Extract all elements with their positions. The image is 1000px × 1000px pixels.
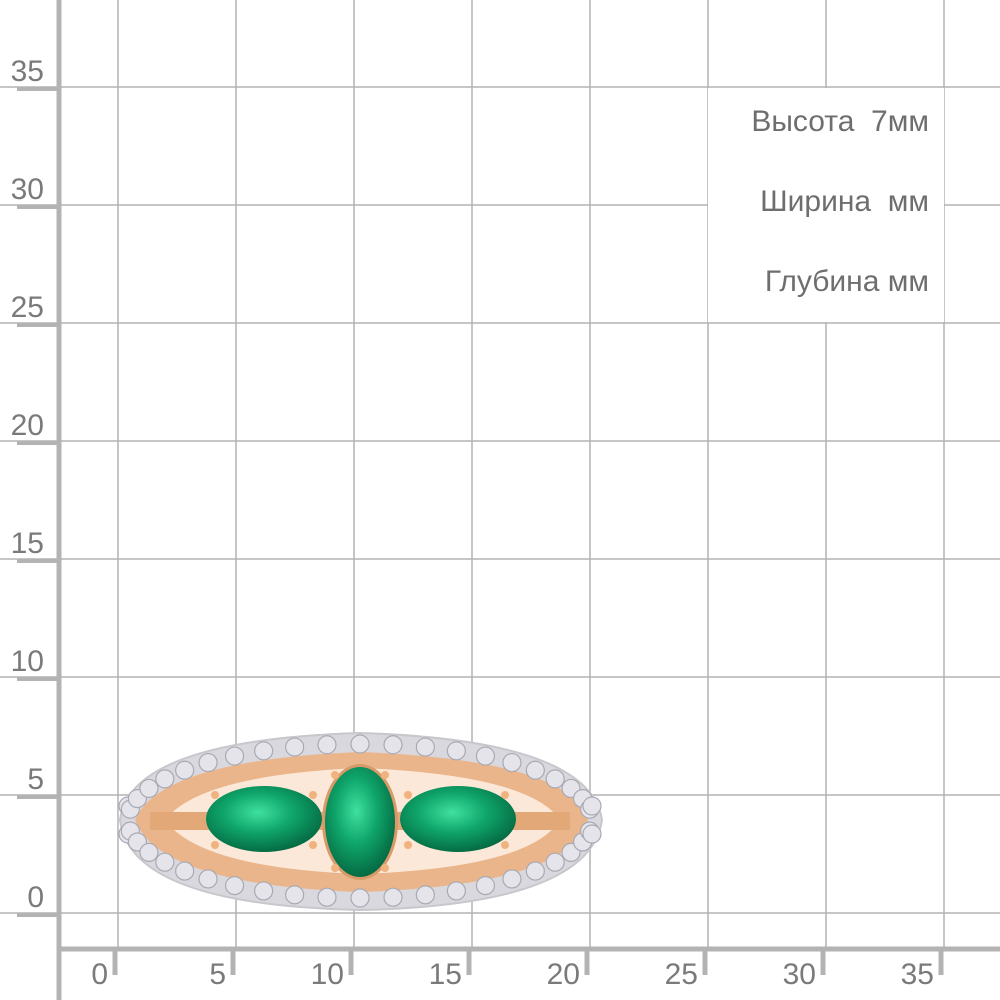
y-tick-label: 10 — [10, 645, 44, 678]
y-tick-label: 20 — [10, 409, 44, 442]
diamond — [350, 888, 370, 908]
y-tick-label: 25 — [10, 291, 44, 324]
depth-label: Глубина мм — [764, 265, 929, 298]
diamond — [582, 796, 602, 816]
x-tick-label: 25 — [664, 958, 698, 991]
diamond — [415, 737, 435, 757]
diamond-row — [118, 734, 602, 908]
diamond — [175, 861, 195, 881]
diamond — [475, 746, 496, 766]
diamond — [582, 824, 602, 844]
diamond — [254, 881, 274, 901]
height-label: Высота 7мм — [751, 105, 929, 138]
y-tick-label: 30 — [10, 173, 44, 206]
x-tick-label: 20 — [546, 958, 580, 991]
y-tick-label: 5 — [27, 763, 44, 796]
x-tick-label: 5 — [209, 958, 226, 991]
diamond — [383, 735, 403, 755]
diamond — [502, 752, 522, 773]
x-tick-label: 30 — [782, 958, 816, 991]
diamond — [545, 769, 565, 789]
diamond — [198, 869, 218, 889]
diamond — [224, 876, 245, 896]
diamond — [525, 760, 545, 780]
diamond — [415, 885, 435, 905]
side-emerald-left — [206, 786, 322, 852]
center-emerald — [325, 767, 395, 877]
x-tick-label: 35 — [900, 958, 934, 991]
diamond — [224, 746, 245, 766]
dimensions-panel: Высота 7мм Ширина мм Глубина мм — [708, 88, 944, 322]
diamond — [502, 869, 522, 889]
y-tick-label: 35 — [10, 55, 44, 88]
diamond — [285, 885, 305, 905]
diamond — [383, 887, 403, 907]
diamond — [175, 760, 195, 780]
diamond — [446, 741, 466, 761]
y-tick-label: 0 — [27, 881, 44, 914]
diamond — [475, 876, 496, 896]
diamond — [155, 769, 175, 789]
diamond — [139, 842, 159, 863]
diamond — [446, 881, 466, 901]
diamond — [285, 737, 305, 757]
x-tick-label: 10 — [310, 958, 344, 991]
diamond — [317, 735, 337, 755]
y-tick-label: 15 — [10, 527, 44, 560]
diamond — [317, 887, 337, 907]
x-tick-label: 0 — [91, 958, 108, 991]
diamond — [525, 861, 545, 881]
side-emerald-right — [400, 786, 516, 852]
diamond — [254, 741, 274, 761]
diamond — [198, 752, 218, 773]
diamond — [545, 852, 565, 872]
width-label: Ширина мм — [760, 185, 929, 218]
diamond — [139, 778, 159, 799]
x-tick-label: 15 — [428, 958, 462, 991]
diamond — [155, 852, 175, 872]
diamond — [350, 734, 370, 754]
